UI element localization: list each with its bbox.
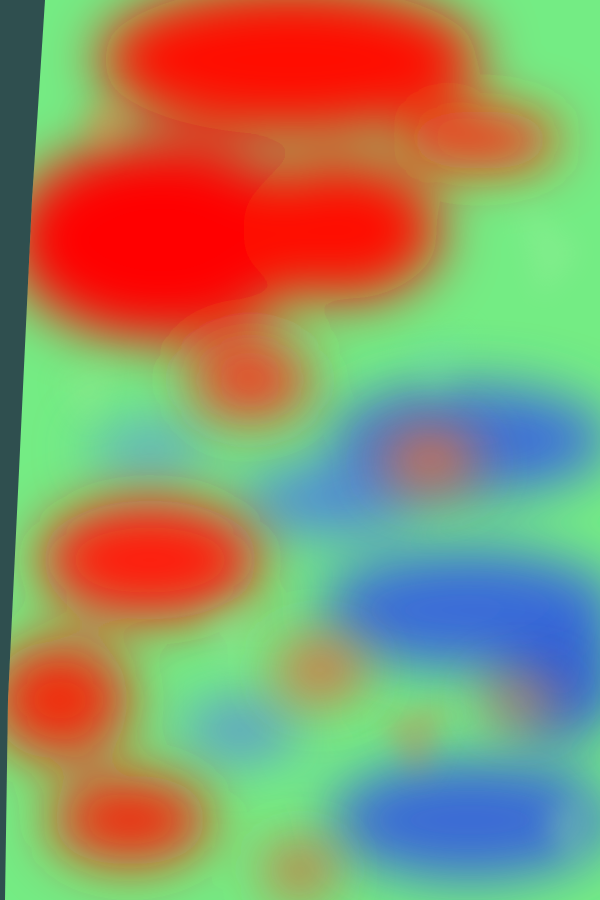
surface-texture <box>60 90 590 870</box>
high-regions <box>5 0 560 895</box>
low-regions <box>90 385 600 880</box>
